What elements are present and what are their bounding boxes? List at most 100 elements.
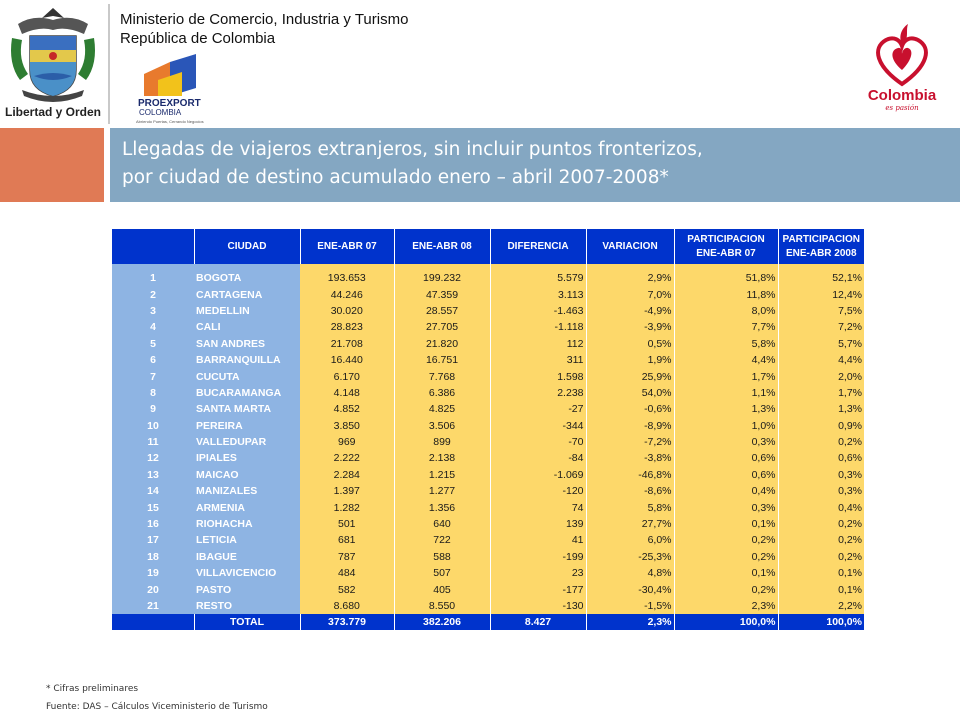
total-cell: 8.427 (490, 614, 587, 631)
diferencia-cell: -1.118 (490, 319, 587, 336)
participacion-08-cell: 1,7% (778, 384, 864, 402)
table-row: 2 CARTAGENA 44.246 47.359 3.113 7,0% 11,8% 12,4… (112, 286, 864, 303)
ene-abr-07-cell: 2.222 (300, 450, 395, 467)
participacion-08-cell: 7,2% (778, 319, 864, 336)
column-header: ENE-ABR 07 (300, 229, 395, 264)
variacion-cell: -4,9% (586, 302, 675, 320)
ene-abr-07-cell: 582 (300, 581, 395, 598)
rank-cell: 2 (112, 286, 194, 303)
participacion-08-cell: 4,4% (778, 351, 864, 369)
ene-abr-07-cell: 28.823 (300, 319, 395, 336)
ene-abr-07-cell: 1.282 (300, 499, 395, 516)
ene-abr-07-cell: 787 (300, 548, 395, 566)
column-header: CIUDAD (194, 229, 301, 264)
rank-cell: 1 (112, 270, 194, 287)
ene-abr-07-cell: 501 (300, 515, 395, 533)
ene-abr-08-cell: 7.768 (394, 368, 491, 385)
diferencia-cell: -130 (490, 597, 587, 615)
table-header-row: CIUDAD ENE-ABR 07 ENE-ABR 08 DIFERENCIA VARI… (112, 229, 864, 264)
diferencia-cell: -27 (490, 401, 587, 418)
ene-abr-07-cell: 21.708 (300, 335, 395, 352)
variacion-cell: 5,8% (586, 499, 675, 516)
ene-abr-07-cell: 16.440 (300, 351, 395, 369)
diferencia-cell: 3.113 (490, 286, 587, 303)
table-row: 4 CALI 28.823 27.705 -1.118 -3,9% 7,7% 7,2% (112, 319, 864, 336)
city-cell: SANTA MARTA (194, 401, 300, 418)
ene-abr-08-cell: 8.550 (394, 597, 491, 615)
ene-abr-08-cell: 722 (394, 532, 491, 549)
ene-abr-07-cell: 6.170 (300, 368, 395, 385)
table-row: 20 PASTO 582 405 -177 -30,4% 0,2% 0,1% (112, 581, 864, 598)
variacion-cell: 2,9% (586, 270, 675, 287)
colombia-brand-logo: Colombia es pasión (862, 22, 942, 117)
ene-abr-07-cell: 4.148 (300, 384, 395, 402)
diferencia-cell: -70 (490, 433, 587, 451)
title-line-1: Llegadas de viajeros extranjeros, sin in… (122, 139, 703, 160)
city-cell: MAICAO (194, 466, 300, 484)
participacion-07-cell: 5,8% (674, 335, 779, 352)
total-cell: 100,0% (674, 614, 779, 631)
city-cell: LETICIA (194, 532, 300, 549)
ministry-title: Ministerio de Comercio, Industria y Turi… (120, 10, 408, 48)
diferencia-cell: 112 (490, 335, 587, 352)
column-header: DIFERENCIA (490, 229, 587, 264)
participacion-08-cell: 0,2% (778, 548, 864, 566)
city-cell: PEREIRA (194, 417, 300, 434)
column-header: VARIACION (586, 229, 675, 264)
variacion-cell: 6,0% (586, 532, 675, 549)
variacion-cell: -0,6% (586, 401, 675, 418)
ene-abr-07-cell: 2.284 (300, 466, 395, 484)
participacion-08-cell: 0,6% (778, 450, 864, 467)
participacion-07-cell: 0,1% (674, 515, 779, 533)
variacion-cell: -1,5% (586, 597, 675, 615)
variacion-cell: -46,8% (586, 466, 675, 484)
ene-abr-07-cell: 30.020 (300, 302, 395, 320)
table-row: 3 MEDELLIN 30.020 28.557 -1.463 -4,9% 8,0% 7,5% (112, 302, 864, 320)
ene-abr-07-cell: 8.680 (300, 597, 395, 615)
ene-abr-07-cell: 681 (300, 532, 395, 549)
ene-abr-08-cell: 899 (394, 433, 491, 451)
diferencia-cell: -1.463 (490, 302, 587, 320)
rank-cell: 5 (112, 335, 194, 352)
participacion-08-cell: 0,1% (778, 581, 864, 598)
ene-abr-08-cell: 47.359 (394, 286, 491, 303)
svg-text:es pasión: es pasión (885, 104, 919, 112)
city-cell: BUCARAMANGA (194, 384, 300, 402)
table-body: 1 BOGOTA 193.653 199.232 5.579 2,9% 51,8% 52,1%… (112, 264, 864, 631)
variacion-cell: 54,0% (586, 384, 675, 402)
variacion-cell: 4,8% (586, 565, 675, 582)
city-cell: ARMENIA (194, 499, 300, 516)
ene-abr-08-cell: 640 (394, 515, 491, 533)
rank-cell: 15 (112, 499, 194, 516)
total-cell: 382.206 (394, 614, 491, 631)
participacion-07-cell: 1,0% (674, 417, 779, 434)
total-cell: 2,3% (586, 614, 675, 631)
ene-abr-08-cell: 2.138 (394, 450, 491, 467)
svg-text:Colombia: Colombia (868, 87, 937, 104)
svg-text:COLOMBIA: COLOMBIA (139, 108, 182, 117)
diferencia-cell: 5.579 (490, 270, 587, 287)
ene-abr-08-cell: 1.215 (394, 466, 491, 484)
variacion-cell: 1,9% (586, 351, 675, 369)
ene-abr-08-cell: 16.751 (394, 351, 491, 369)
colombia-coat-of-arms: Libertad y Orden (4, 4, 102, 122)
table-row: 8 BUCARAMANGA 4.148 6.386 2.238 54,0% 1,1% 1,7% (112, 384, 864, 402)
participacion-07-cell: 0,2% (674, 548, 779, 566)
participacion-08-cell: 5,7% (778, 335, 864, 352)
city-cell: CALI (194, 319, 300, 336)
table-row: 18 IBAGUE 787 588 -199 -25,3% 0,2% 0,2% (112, 548, 864, 566)
city-cell: MEDELLIN (194, 302, 300, 320)
participacion-07-cell: 51,8% (674, 270, 779, 287)
variacion-cell: -8,9% (586, 417, 675, 434)
table-row: 21 RESTO 8.680 8.550 -130 -1,5% 2,3% 2,2% (112, 597, 864, 615)
ene-abr-08-cell: 405 (394, 581, 491, 598)
participacion-07-cell: 1,7% (674, 368, 779, 385)
footnote-source: Fuente: DAS – Cálculos Viceministerio de… (46, 702, 268, 712)
table-row: 9 SANTA MARTA 4.852 4.825 -27 -0,6% 1,3% 1,3% (112, 401, 864, 418)
participacion-08-cell: 0,2% (778, 515, 864, 533)
city-cell: MANIZALES (194, 483, 300, 500)
city-cell: RIOHACHA (194, 515, 300, 533)
diferencia-cell: -344 (490, 417, 587, 434)
rank-cell: 16 (112, 515, 194, 533)
ministry-name: Ministerio de Comercio, Industria y Turi… (120, 11, 409, 28)
